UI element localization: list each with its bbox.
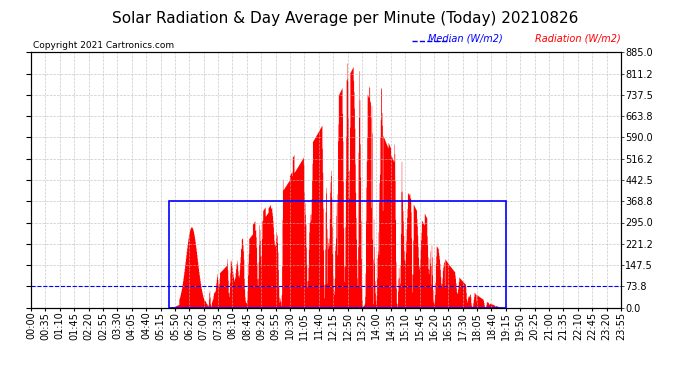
Text: Median (W/m2): Median (W/m2) bbox=[428, 34, 502, 44]
Bar bbox=[169, 201, 506, 308]
Text: Copyright 2021 Cartronics.com: Copyright 2021 Cartronics.com bbox=[33, 41, 175, 50]
Text: Radiation (W/m2): Radiation (W/m2) bbox=[535, 34, 620, 44]
Text: Solar Radiation & Day Average per Minute (Today) 20210826: Solar Radiation & Day Average per Minute… bbox=[112, 11, 578, 26]
